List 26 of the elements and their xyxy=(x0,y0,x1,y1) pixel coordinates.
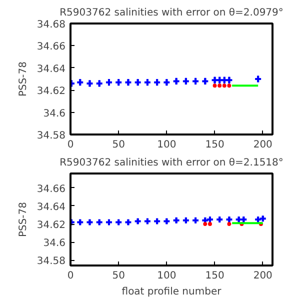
y-tick-label: 34.58 xyxy=(36,130,66,142)
x-tick-label: 0 xyxy=(67,270,74,282)
x-tick-label: 50 xyxy=(112,140,125,150)
y-tick-label: 34.66 xyxy=(36,42,66,53)
y-tick-label: 34.66 xyxy=(36,184,66,195)
x-tick-label: 200 xyxy=(253,140,272,150)
y-tick-label: 34.62 xyxy=(36,220,66,232)
x-tick-label: 150 xyxy=(205,140,224,150)
y-tick-label: 34.64 xyxy=(36,202,66,213)
x-tick-label: 100 xyxy=(157,270,176,282)
y-axis-title: PSS-78 xyxy=(18,202,29,238)
y-tick-label: 34.6 xyxy=(43,108,66,120)
x-tick-label: 200 xyxy=(253,270,272,282)
y-tick-label: 34.58 xyxy=(36,256,66,268)
x-tick-label: 50 xyxy=(112,270,125,282)
y-tick-label: 34.62 xyxy=(36,86,66,98)
chart-title: R5903762 salinities with error on θ=2.0979° xyxy=(60,8,284,18)
x-tick-label: 100 xyxy=(157,140,176,150)
x-tick-label: 150 xyxy=(205,270,224,282)
x-axis-title: float profile number xyxy=(122,286,222,298)
y-tick-label: 34.6 xyxy=(43,238,66,250)
y-tick-label: 34.64 xyxy=(36,64,66,75)
chart-title: R5903762 salinities with error on θ=2.1518° xyxy=(60,158,284,168)
y-axis-title: PSS-78 xyxy=(18,61,29,97)
y-tick-label: 34.68 xyxy=(36,20,66,30)
x-tick-label: 0 xyxy=(67,140,74,150)
